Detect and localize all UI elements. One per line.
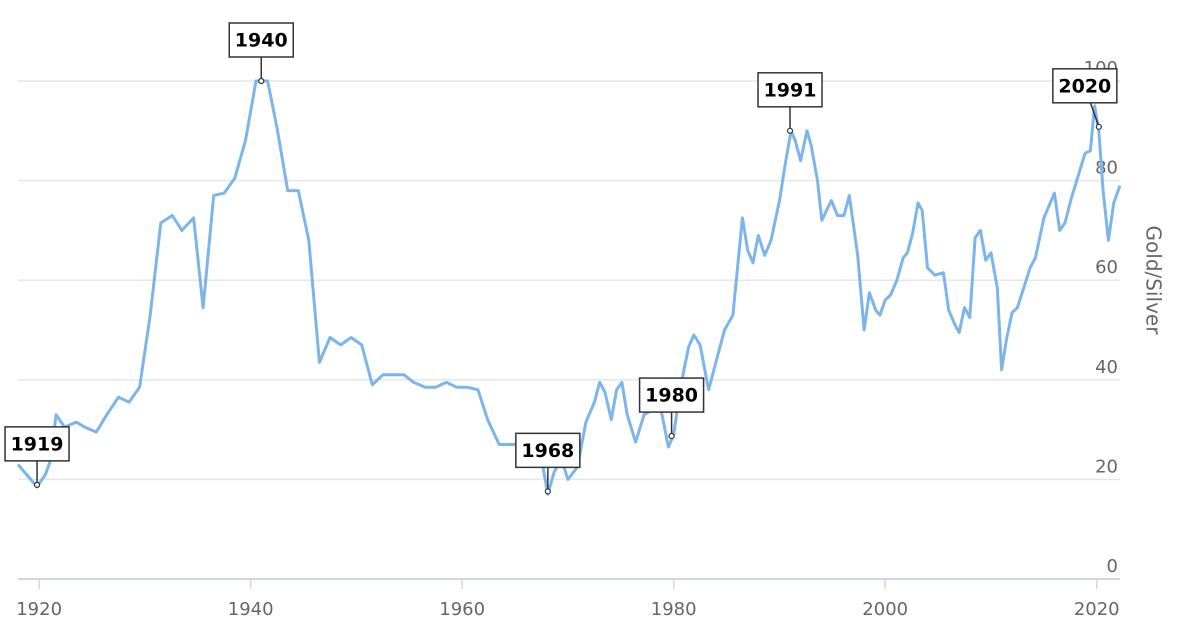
annotation-box	[638, 377, 705, 413]
annotation-point	[1095, 123, 1102, 130]
y-tick-label: 0	[1107, 556, 1118, 577]
annotation-box	[4, 426, 70, 462]
annotation-point	[786, 127, 794, 134]
annotation-box	[1052, 68, 1118, 104]
annotation-point	[668, 432, 675, 440]
annotation-label: 1919	[11, 433, 64, 455]
y-tick-label: 80	[1095, 158, 1118, 179]
x-tick-label: 2020	[1074, 599, 1120, 620]
annotation-label: 1940	[235, 30, 288, 52]
annotation-label: 1980	[645, 385, 698, 407]
annotation-label: 1991	[764, 79, 817, 101]
annotation-point	[258, 77, 265, 85]
y-tick-label: 60	[1095, 257, 1118, 278]
annotation-point	[33, 481, 41, 488]
line	[16, 79, 1122, 496]
x-tick-label: 1940	[228, 599, 274, 620]
x-tick-label: 1960	[439, 599, 485, 620]
x-tick-label: 2000	[862, 599, 908, 620]
annotation-point	[544, 488, 551, 495]
annotation-label: 1968	[521, 440, 574, 462]
y-axis-label: Gold/Silver	[1142, 226, 1166, 336]
x-tick-label: 1980	[651, 599, 697, 620]
annotation-box	[228, 22, 294, 58]
annotation-box	[757, 72, 823, 108]
y-tick-label: 20	[1095, 456, 1118, 477]
x-tick-label: 1920	[16, 599, 62, 620]
annotation-box	[515, 432, 581, 469]
annotation-label: 2020	[1058, 75, 1111, 97]
y-tick-label: 40	[1095, 357, 1118, 378]
